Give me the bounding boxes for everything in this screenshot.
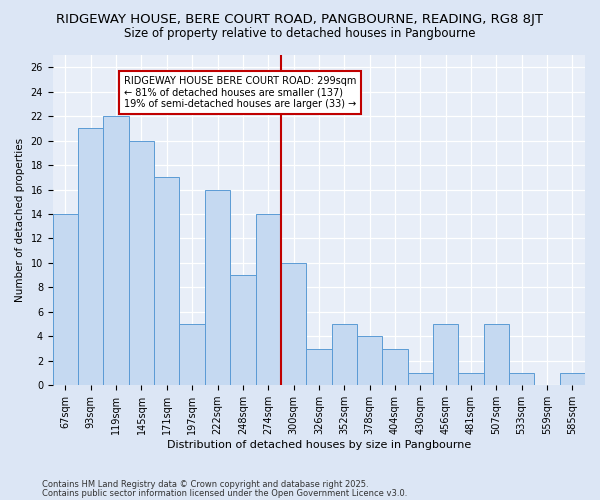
Bar [205, 190, 230, 385]
Bar [509, 373, 535, 385]
Bar [484, 324, 509, 385]
Bar [433, 324, 458, 385]
Text: RIDGEWAY HOUSE, BERE COURT ROAD, PANGBOURNE, READING, RG8 8JT: RIDGEWAY HOUSE, BERE COURT ROAD, PANGBOU… [56, 12, 544, 26]
Text: RIDGEWAY HOUSE BERE COURT ROAD: 299sqm
← 81% of detached houses are smaller (137: RIDGEWAY HOUSE BERE COURT ROAD: 299sqm ←… [124, 76, 356, 109]
Bar [53, 214, 78, 385]
Bar [382, 348, 407, 385]
Bar [306, 348, 332, 385]
Bar [78, 128, 103, 385]
Bar [256, 214, 281, 385]
Bar [154, 178, 179, 385]
X-axis label: Distribution of detached houses by size in Pangbourne: Distribution of detached houses by size … [167, 440, 471, 450]
Bar [103, 116, 129, 385]
Y-axis label: Number of detached properties: Number of detached properties [15, 138, 25, 302]
Bar [407, 373, 433, 385]
Bar [560, 373, 585, 385]
Text: Contains public sector information licensed under the Open Government Licence v3: Contains public sector information licen… [42, 488, 407, 498]
Bar [458, 373, 484, 385]
Text: Contains HM Land Registry data © Crown copyright and database right 2025.: Contains HM Land Registry data © Crown c… [42, 480, 368, 489]
Bar [179, 324, 205, 385]
Text: Size of property relative to detached houses in Pangbourne: Size of property relative to detached ho… [124, 28, 476, 40]
Bar [230, 275, 256, 385]
Bar [357, 336, 382, 385]
Bar [332, 324, 357, 385]
Bar [129, 140, 154, 385]
Bar [281, 263, 306, 385]
